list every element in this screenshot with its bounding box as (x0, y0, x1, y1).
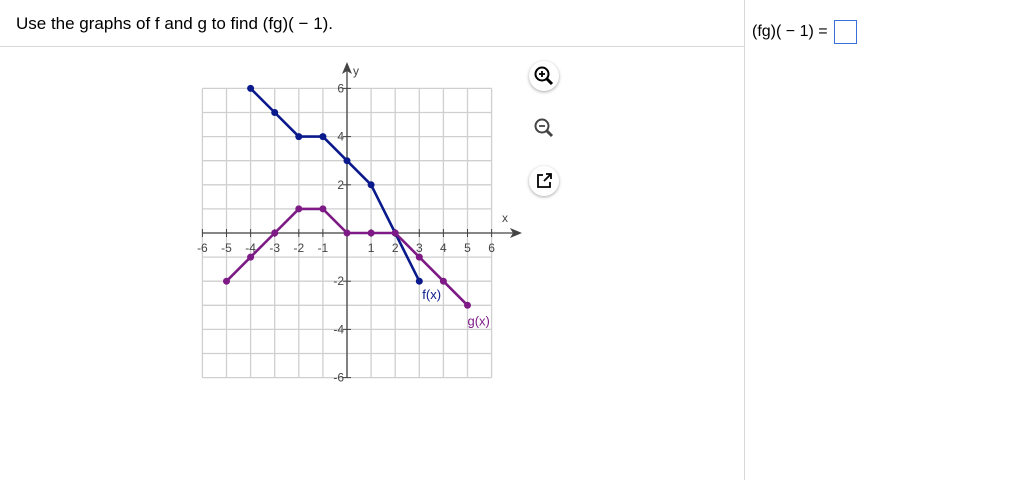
answer-input[interactable] (833, 20, 857, 44)
y-tick-label: -4 (333, 322, 344, 336)
series-label: f(x) (422, 287, 441, 302)
zoom-in-button[interactable] (529, 61, 559, 91)
x-tick-label: -3 (269, 241, 280, 255)
x-tick-label: 6 (488, 241, 495, 255)
x-tick-label: 5 (464, 241, 471, 255)
data-point (223, 277, 230, 285)
data-point (391, 229, 399, 237)
data-point (439, 277, 447, 285)
series-label: g(x) (468, 313, 490, 328)
data-point (367, 229, 375, 237)
question-text: Use the graphs of f and g to find (fg)( … (16, 14, 334, 33)
x-axis-arrow (510, 228, 522, 238)
data-point (343, 229, 351, 237)
x-tick-label: -5 (221, 241, 232, 255)
x-tick-label: -1 (318, 241, 329, 255)
data-point (415, 253, 423, 261)
x-tick-label: 4 (440, 241, 447, 255)
x-tick-label: 2 (392, 241, 399, 255)
y-axis-label: y (353, 64, 359, 78)
data-point (391, 229, 399, 237)
x-tick-label: -2 (293, 241, 304, 255)
data-point (343, 157, 351, 165)
zoom-out-button[interactable] (529, 113, 559, 143)
zoom-in-icon (534, 66, 554, 86)
x-tick-label: -6 (197, 241, 208, 255)
panel-divider (744, 0, 745, 480)
x-tick-label: 3 (416, 241, 423, 255)
data-point (271, 229, 279, 237)
popout-button[interactable] (529, 166, 559, 196)
y-tick-label: 6 (337, 81, 344, 95)
y-tick-label: 2 (337, 178, 344, 192)
x-axis-label: x (502, 211, 508, 225)
answer-label: (fg)( − 1) = (752, 23, 828, 40)
data-point (464, 301, 471, 309)
series-line-f (249, 87, 421, 282)
x-tick-label: 1 (368, 241, 375, 255)
series-line-g (225, 207, 469, 307)
data-point (319, 205, 327, 213)
data-point (247, 253, 255, 261)
y-tick-label: 4 (337, 130, 344, 144)
data-point (295, 205, 303, 213)
data-point (295, 133, 303, 141)
zoom-out-icon (534, 118, 554, 138)
data-point (319, 133, 327, 141)
data-point (415, 277, 423, 285)
data-point (367, 181, 375, 189)
divider (0, 46, 744, 47)
data-point (247, 84, 255, 92)
answer-area: (fg)( − 1) = (752, 20, 857, 44)
y-tick-label: -2 (333, 274, 344, 288)
data-point (271, 109, 279, 116)
popout-icon (537, 173, 552, 188)
y-tick-label: -6 (333, 371, 344, 385)
y-axis-arrow (342, 62, 352, 74)
x-tick-label: -4 (245, 241, 256, 255)
